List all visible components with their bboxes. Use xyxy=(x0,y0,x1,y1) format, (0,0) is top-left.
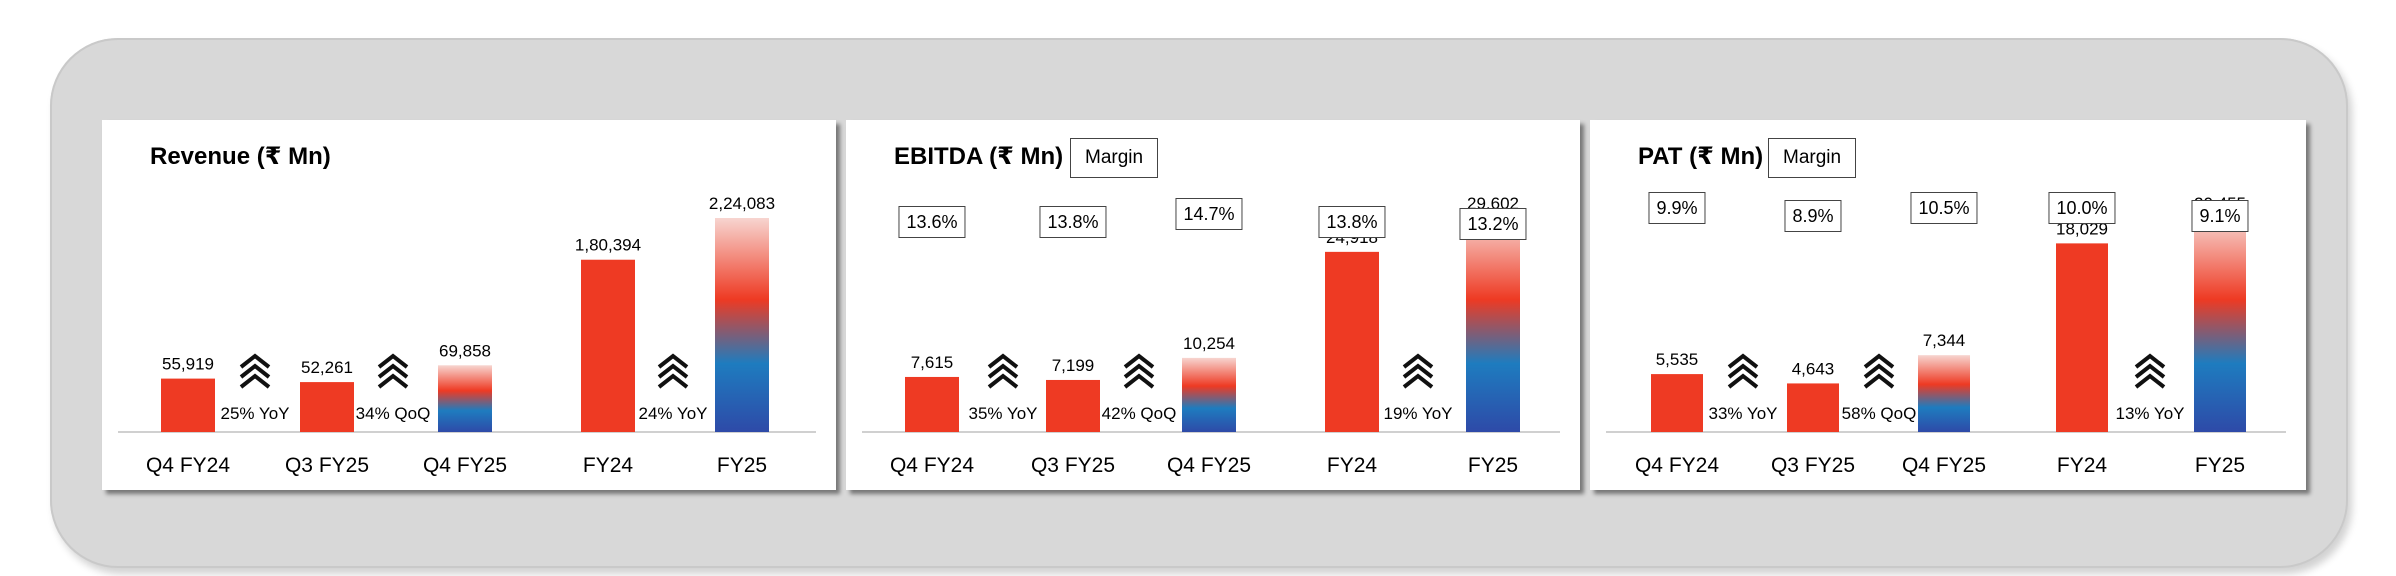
growth-arrow-icon xyxy=(1402,353,1434,389)
category-label: Q4 FY25 xyxy=(1167,454,1251,477)
category-label: Q4 FY25 xyxy=(1902,454,1986,477)
growth-label: 42% QoQ xyxy=(1102,404,1177,423)
margin-box: 13.8% xyxy=(1039,206,1107,238)
category-label: FY25 xyxy=(2195,454,2245,477)
value-label: 7,615 xyxy=(911,353,954,372)
margin-box: 8.9% xyxy=(1784,200,1842,232)
bar-fy24 xyxy=(581,259,635,432)
margin-box: 14.7% xyxy=(1175,198,1243,230)
revenue-chart: 55,919 Q4 FY24 52,261 Q3 FY25 69,858 Q4 FY25 1… xyxy=(118,194,816,477)
revenue-panel: Revenue (₹ Mn) 55,919 Q4 FY24 52,261 Q3 FY2… xyxy=(102,120,836,490)
growth-label: 33% YoY xyxy=(1708,404,1777,423)
value-label: 18,029 xyxy=(2056,219,2108,238)
growth-arrow-icon xyxy=(987,353,1019,389)
ebitda-panel: EBITDA (₹ Mn) Margin 7,615 Q4 FY24 7,199 Q3… xyxy=(846,120,1580,490)
category-label: Q4 FY24 xyxy=(1635,454,1719,477)
value-label: 7,199 xyxy=(1052,356,1095,375)
bar-fy24 xyxy=(1325,251,1379,432)
value-label: 4,643 xyxy=(1792,359,1835,378)
category-label: Q3 FY25 xyxy=(1031,454,1115,477)
value-label: 2,24,083 xyxy=(709,194,775,213)
category-label: Q4 FY24 xyxy=(146,454,230,477)
pat-panel: PAT (₹ Mn) Margin 5,535 Q4 FY24 4,643 Q3 FY… xyxy=(1590,120,2306,490)
margin-box: 9.9% xyxy=(1648,192,1706,224)
growth-arrow-icon xyxy=(1123,353,1155,389)
bar-fy25 xyxy=(1466,218,1520,432)
category-label: FY24 xyxy=(1327,454,1378,477)
margin-box: 9.1% xyxy=(2191,200,2249,232)
growth-label: 34% QoQ xyxy=(356,404,431,423)
value-label: 55,919 xyxy=(162,355,214,374)
margin-box: 10.5% xyxy=(1910,192,1978,224)
category-label: FY24 xyxy=(583,454,634,477)
bar-fy24 xyxy=(2056,243,2108,432)
growth-arrow-icon xyxy=(1863,353,1895,389)
category-label: FY25 xyxy=(717,454,767,477)
pat-margin-legend: Margin xyxy=(1768,138,1857,178)
bar-q4-fy24 xyxy=(1651,374,1703,432)
bar-fy25 xyxy=(2194,218,2246,432)
value-label: 1,80,394 xyxy=(575,236,641,255)
growth-arrow-icon xyxy=(657,353,689,389)
ebitda-title: EBITDA (₹ Mn) xyxy=(894,143,1064,170)
value-label: 69,858 xyxy=(439,341,491,360)
value-label: 52,261 xyxy=(301,358,353,377)
category-label: Q4 FY24 xyxy=(890,454,974,477)
margin-box: 10.0% xyxy=(2048,192,2116,224)
category-label: FY24 xyxy=(2057,454,2108,477)
growth-label: 58% QoQ xyxy=(1842,404,1917,423)
bar-q3-fy25 xyxy=(1787,383,1839,432)
value-label: 10,254 xyxy=(1183,334,1235,353)
bar-q4-fy25 xyxy=(1182,357,1236,432)
pat-title: PAT (₹ Mn) xyxy=(1638,143,1764,170)
pat-chart: 5,535 Q4 FY24 4,643 Q3 FY25 7,344 Q4 FY25 18,0… xyxy=(1606,194,2286,477)
growth-arrow-icon xyxy=(377,353,409,389)
bar-q3-fy25 xyxy=(1046,379,1100,432)
value-label: 7,344 xyxy=(1923,331,1966,350)
margin-box: 13.2% xyxy=(1459,208,1527,240)
revenue-title: Revenue (₹ Mn) xyxy=(150,143,331,170)
growth-label: 35% YoY xyxy=(968,404,1037,423)
bar-fy25 xyxy=(715,218,769,432)
bar-q4-fy24 xyxy=(161,378,215,432)
growth-label: 24% YoY xyxy=(638,404,707,423)
growth-label: 25% YoY xyxy=(220,404,289,423)
growth-arrow-icon xyxy=(2134,353,2166,389)
value-label: 5,535 xyxy=(1656,350,1699,369)
bar-q4-fy24 xyxy=(905,376,959,432)
category-label: FY25 xyxy=(1468,454,1518,477)
growth-label: 19% YoY xyxy=(1383,404,1452,423)
category-label: Q3 FY25 xyxy=(1771,454,1855,477)
bar-q4-fy25 xyxy=(438,365,492,432)
growth-arrow-icon xyxy=(239,353,271,389)
bar-q4-fy25 xyxy=(1918,355,1970,432)
bar-q3-fy25 xyxy=(300,382,354,432)
margin-box: 13.8% xyxy=(1318,206,1386,238)
margin-box: 13.6% xyxy=(898,206,966,238)
ebitda-margin-legend: Margin xyxy=(1070,138,1159,178)
growth-arrow-icon xyxy=(1727,353,1759,389)
growth-label: 13% YoY xyxy=(2115,404,2184,423)
category-label: Q4 FY25 xyxy=(423,454,507,477)
category-label: Q3 FY25 xyxy=(285,454,369,477)
